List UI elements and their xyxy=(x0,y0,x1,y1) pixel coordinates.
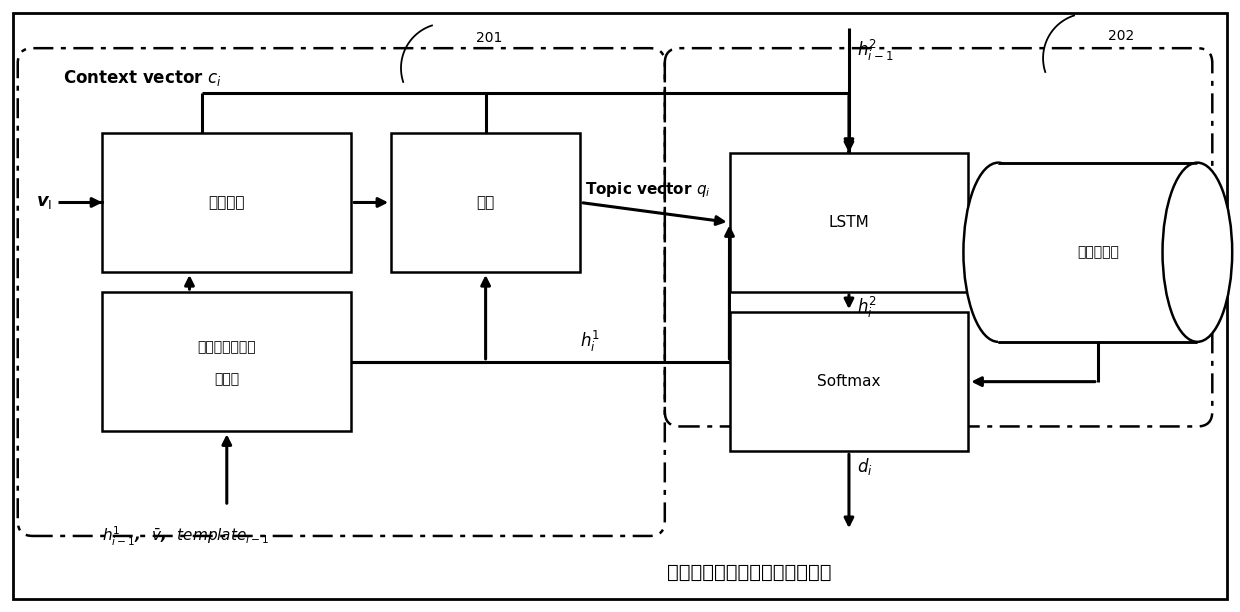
Ellipse shape xyxy=(1163,163,1233,342)
Text: 双向长短期记忆: 双向长短期记忆 xyxy=(197,340,257,354)
Text: Topic vector $q_i$: Topic vector $q_i$ xyxy=(585,181,711,200)
Text: 网络层: 网络层 xyxy=(215,373,239,387)
Bar xyxy=(103,292,351,431)
Text: 202: 202 xyxy=(1107,29,1135,43)
Bar xyxy=(729,153,968,292)
Text: $h_i^2$: $h_i^2$ xyxy=(857,295,877,320)
Bar xyxy=(103,133,351,272)
Text: $d_i$: $d_i$ xyxy=(857,457,873,477)
Text: 两肺纹理增多、模糊，走行紊乱: 两肺纹理增多、模糊，走行紊乱 xyxy=(667,563,832,582)
Text: $h_{i-1}^2$: $h_{i-1}^2$ xyxy=(857,38,893,63)
Text: 注意力层: 注意力层 xyxy=(208,195,246,210)
Text: Softmax: Softmax xyxy=(817,374,880,389)
Text: 201: 201 xyxy=(476,31,502,45)
Text: 权重: 权重 xyxy=(476,195,495,210)
Ellipse shape xyxy=(963,163,1033,342)
Text: $h_i^1$: $h_i^1$ xyxy=(580,329,600,354)
Text: $h_{i-1}^1$,  $\bar{v}$,  $template_{i-1}$: $h_{i-1}^1$, $\bar{v}$, $template_{i-1}$ xyxy=(103,524,270,548)
Bar xyxy=(391,133,580,272)
Text: 模板数据库: 模板数据库 xyxy=(1076,245,1118,259)
Text: LSTM: LSTM xyxy=(828,215,869,230)
Text: $\boldsymbol{v}$$_{\rm I}$: $\boldsymbol{v}$$_{\rm I}$ xyxy=(36,193,52,212)
Text: Context vector $c_i$: Context vector $c_i$ xyxy=(62,68,221,88)
Bar xyxy=(729,312,968,451)
Bar xyxy=(998,163,1198,342)
